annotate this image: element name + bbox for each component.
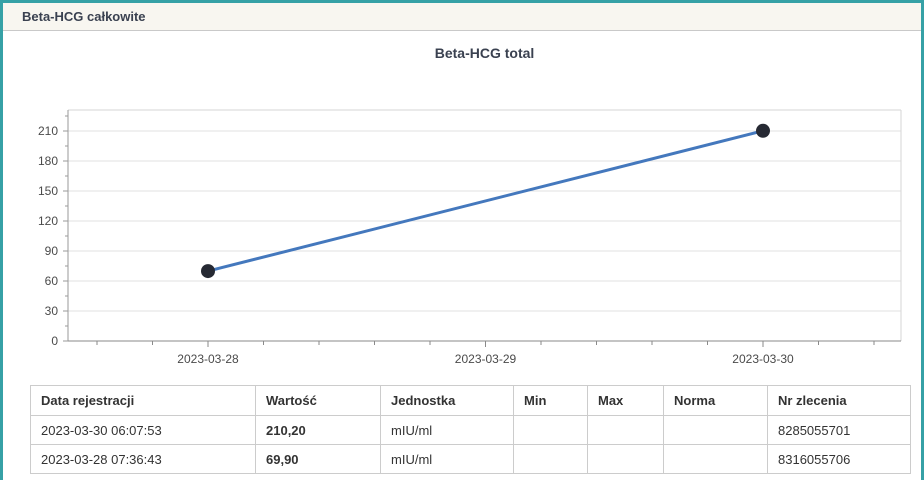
table-cell: 8316055706 [767, 444, 911, 474]
table-row: 2023-03-28 07:36:43 69,90 mIU/ml 8316055706 [30, 444, 911, 474]
y-tick-label: 60 [45, 274, 59, 288]
table-cell: 8285055701 [767, 415, 911, 445]
table-cell [587, 444, 664, 474]
series-line [207, 129, 764, 273]
table-header-cell: Nr zlecenia [767, 385, 911, 416]
y-tick-label: 0 [51, 334, 58, 348]
table-cell: mIU/ml [380, 444, 514, 474]
gridlines [68, 109, 902, 341]
table-header-cell: Data rejestracji [30, 385, 256, 416]
table-cell: mIU/ml [380, 415, 514, 445]
y-tick-label: 120 [38, 214, 58, 228]
y-tick-label: 90 [45, 244, 59, 258]
results-table: Data rejestracji Wartość Jednostka Min Max No… [30, 385, 911, 474]
table-cell [513, 415, 588, 445]
table-cell: 2023-03-30 06:07:53 [30, 415, 256, 445]
y-tick-label: 30 [45, 304, 59, 318]
chart-title: Beta-HCG total [435, 45, 535, 61]
panel-title: Beta-HCG całkowite [22, 9, 146, 24]
table-cell [663, 444, 768, 474]
table-header-cell: Wartość [255, 385, 381, 416]
data-point-marker [756, 123, 770, 138]
table-cell: 69,90 [255, 444, 381, 474]
table-cell [513, 444, 588, 474]
table-cell [587, 415, 664, 445]
table-header-cell: Min [513, 385, 588, 416]
panel-titlebar: Beta-HCG całkowite [3, 3, 921, 31]
x-axis: 2023-03-28 2023-03-29 2023-03-30 [68, 340, 901, 366]
x-tick-label: 2023-03-30 [732, 352, 794, 366]
y-tick-label: 150 [38, 184, 58, 198]
beta-hcg-line-chart: Beta-HCG total 0 30 60 90 120 150 180 210 2023-03… [38, 45, 902, 366]
table-header-cell: Jednostka [380, 385, 514, 416]
y-tick-label: 210 [38, 124, 58, 138]
y-tick-label: 180 [38, 154, 58, 168]
data-point-marker [201, 264, 215, 279]
x-tick-label: 2023-03-29 [455, 352, 517, 366]
table-cell [663, 415, 768, 445]
table-row: 2023-03-30 06:07:53 210,20 mIU/ml 828505570… [30, 415, 911, 445]
table-header-cell: Max [587, 385, 664, 416]
x-tick-label: 2023-03-28 [177, 352, 239, 366]
y-axis: 0 30 60 90 120 150 180 210 [38, 110, 69, 348]
table-header-cell: Norma [663, 385, 768, 416]
table-cell: 2023-03-28 07:36:43 [30, 444, 256, 474]
table-cell: 210,20 [255, 415, 381, 445]
table-header-row: Data rejestracji Wartość Jednostka Min Max No… [30, 385, 911, 416]
